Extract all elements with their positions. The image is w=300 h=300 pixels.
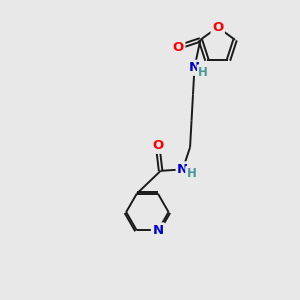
- Text: N: N: [152, 224, 164, 237]
- Text: N: N: [177, 163, 188, 176]
- Text: H: H: [198, 66, 208, 79]
- Text: H: H: [187, 167, 196, 180]
- Text: O: O: [152, 139, 163, 152]
- Text: O: O: [173, 41, 184, 54]
- Text: N: N: [189, 61, 200, 74]
- Text: O: O: [212, 21, 223, 34]
